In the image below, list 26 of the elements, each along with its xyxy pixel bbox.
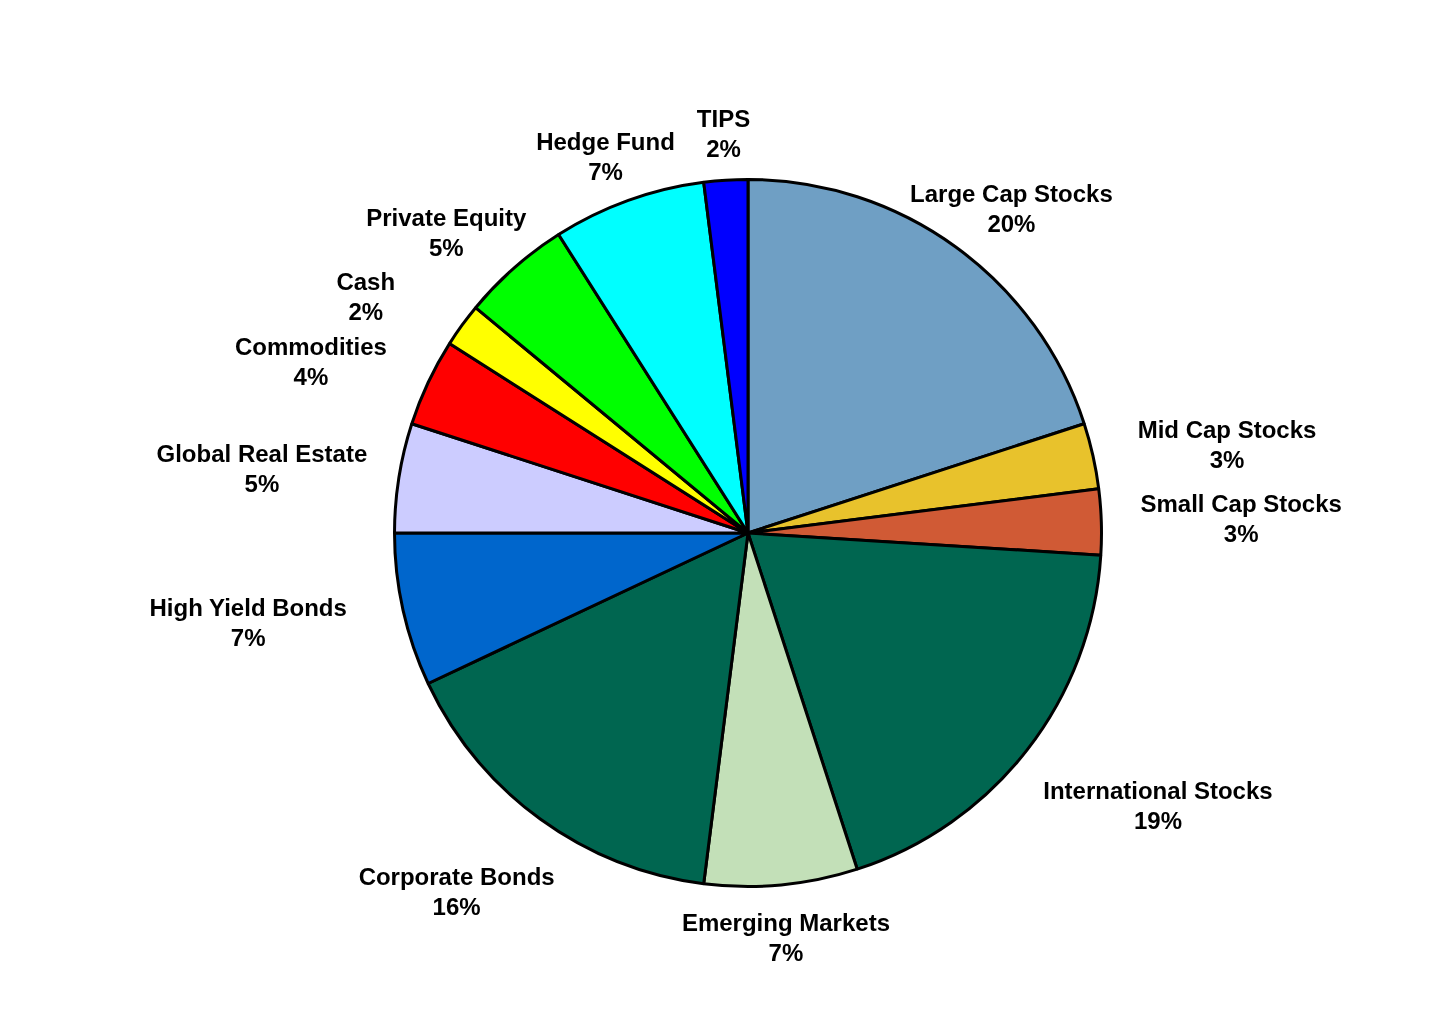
data-label: 4% — [293, 362, 329, 390]
slice-label: Cash — [336, 268, 396, 296]
slice-label: Large Cap Stocks — [910, 180, 1113, 208]
data-label: 7% — [768, 938, 804, 966]
slice-label: High Yield Bonds — [149, 594, 347, 622]
slice-label: International Stocks — [1043, 776, 1273, 804]
slice-label: Global Real Estate — [156, 440, 368, 468]
slice-label: Mid Cap Stocks — [1137, 415, 1317, 443]
data-label: 16% — [432, 893, 481, 921]
data-label: 2% — [348, 298, 384, 326]
slice-label: TIPS — [696, 104, 751, 132]
data-label: 20% — [987, 210, 1036, 238]
data-label: 5% — [244, 470, 280, 498]
slice-label: Corporate Bonds — [358, 863, 555, 891]
data-label: 2% — [706, 134, 741, 162]
slice-label: Commodities — [234, 332, 387, 360]
slice-label: Hedge Fund — [536, 127, 675, 155]
data-label: 3% — [1223, 520, 1259, 548]
slice-label: Emerging Markets — [681, 908, 890, 936]
data-label: 7% — [588, 157, 623, 185]
data-label: 5% — [428, 233, 464, 261]
slice-label: Small Cap Stocks — [1140, 490, 1342, 518]
data-label: 7% — [230, 624, 266, 652]
data-label: 19% — [1133, 806, 1182, 834]
data-label: 3% — [1209, 445, 1245, 473]
slice-label: Private Equity — [366, 203, 527, 231]
